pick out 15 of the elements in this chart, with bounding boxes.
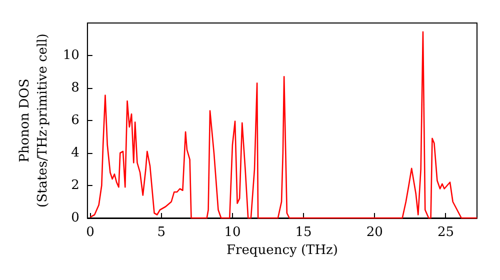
x-tick-label: 25 (437, 225, 454, 240)
line-series (90, 31, 478, 219)
x-tick-label: 0 (86, 225, 94, 240)
y-tick-label: 10 (62, 48, 80, 63)
x-axis-title: Frequency (THz) (226, 242, 338, 258)
y-tick-label: 4 (71, 146, 80, 160)
x-tick-label: 15 (295, 225, 312, 240)
y-tick-label: 0 (71, 210, 80, 226)
x-tick-label: 10 (224, 225, 241, 240)
x-tick-label: 5 (157, 225, 166, 240)
y-tick-label: 8 (71, 80, 80, 96)
y-tick-label: 2 (71, 178, 80, 193)
y-tick-label: 6 (71, 113, 80, 128)
x-tick-label: 20 (366, 225, 383, 240)
y-axis-title: Phonon DOS (States/THz·primitive cell) (18, 33, 50, 208)
